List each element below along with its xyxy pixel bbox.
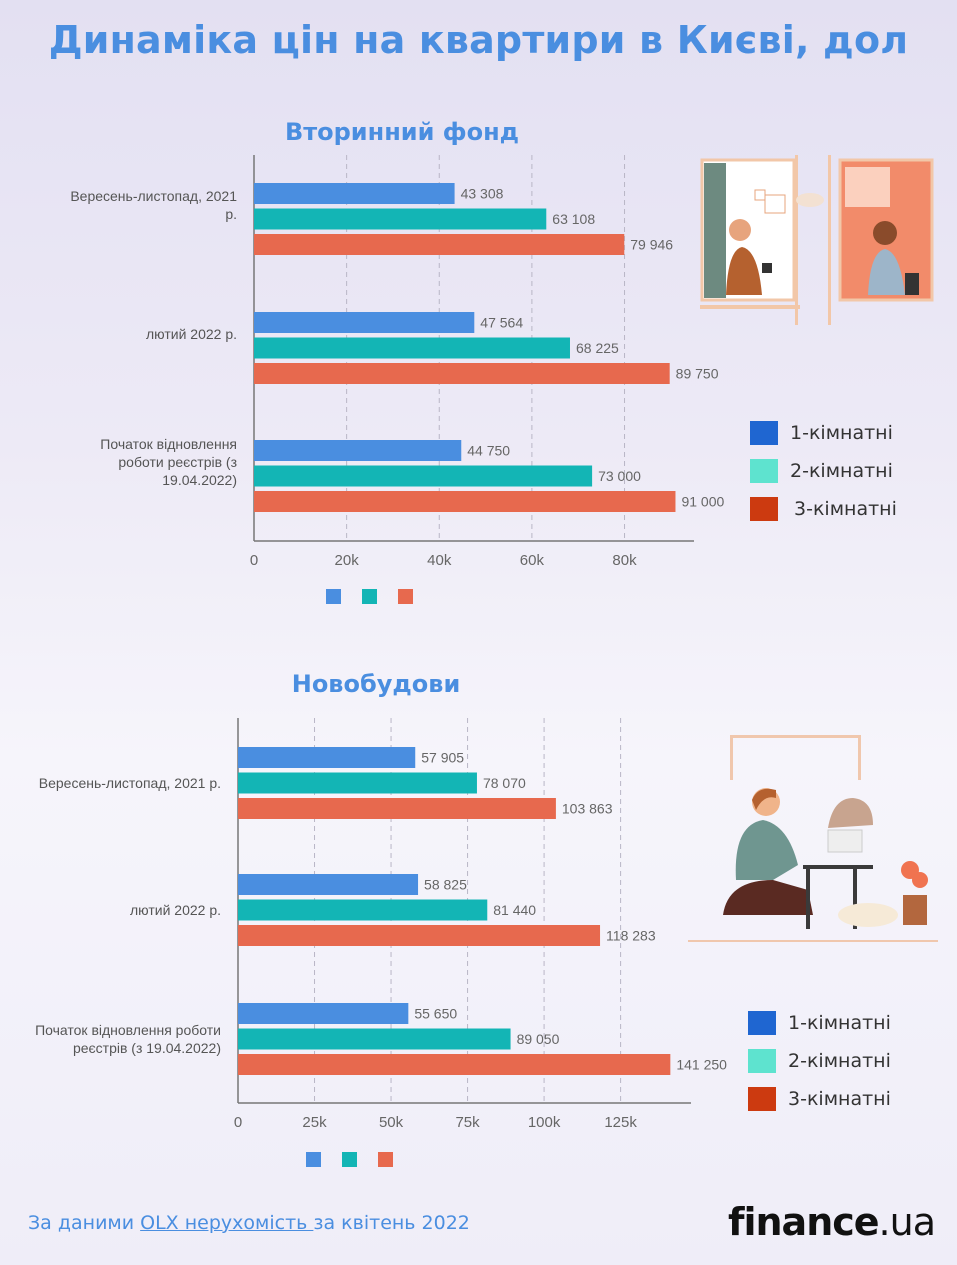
bar (254, 183, 455, 204)
source-suffix: за квітень 2022 (313, 1212, 470, 1234)
value-label: 141 250 (676, 1057, 727, 1073)
category-label: Вересень-листопад, 2021 (70, 188, 237, 204)
value-label: 73 000 (598, 468, 641, 484)
value-label: 78 070 (483, 775, 526, 791)
value-label: 91 000 (681, 494, 724, 510)
category-label: лютий 2022 р. (130, 902, 221, 918)
value-label: 43 308 (461, 186, 504, 202)
bar (254, 337, 570, 359)
mini-legend-swatch (362, 589, 377, 604)
category-label: реєстрів (з 19.04.2022) (73, 1040, 221, 1056)
legend-item-two-room: 2-кімнатні (750, 452, 897, 490)
value-label: 118 283 (606, 928, 656, 944)
x-tick-label: 0 (234, 1114, 242, 1131)
category-label: Початок відновлення роботи (35, 1022, 221, 1038)
x-tick-label: 50k (379, 1114, 404, 1131)
value-label: 44 750 (467, 443, 510, 459)
source-link[interactable]: OLX нерухомість (140, 1212, 314, 1234)
legend-item-two-room: 2-кімнатні (748, 1042, 891, 1080)
x-tick-label: 60k (520, 552, 545, 569)
source-prefix: За даними (28, 1212, 141, 1234)
brand-logo[interactable]: finance.ua (727, 1200, 936, 1244)
bar (254, 440, 462, 461)
bar (254, 465, 593, 487)
source-note: За даними OLX нерухомість за квітень 202… (28, 1212, 470, 1234)
legend-item-three-room: 3-кімнатні (748, 1080, 891, 1118)
bar (254, 234, 625, 255)
x-tick-label: 25k (302, 1114, 327, 1131)
legend-swatch-three-room (750, 497, 778, 521)
value-label: 47 564 (480, 315, 523, 331)
woman-desk-cat-illustration (688, 735, 938, 942)
legend-label: 1-кімнатні (788, 1012, 891, 1034)
x-tick-label: 125k (604, 1114, 637, 1131)
x-tick-label: 0 (250, 552, 258, 569)
value-label: 55 650 (414, 1006, 457, 1022)
chart-secondary-housing: Вторинний фонд 0 20k 40k 60k 80k 43 308 63 108 7… (70, 118, 725, 604)
page-title: Динаміка цін на квартири в Києві, дол (48, 18, 909, 62)
category-label: роботи реєстрів (з (118, 454, 237, 470)
value-label: 89 750 (676, 366, 719, 382)
legend-item-three-room: 3-кімнатні (750, 490, 897, 528)
legend-secondary: 1-кімнатні 2-кімнатні 3-кімнатні (750, 414, 897, 528)
chart-title: Вторинний фонд (285, 118, 519, 146)
bar (254, 491, 676, 512)
category-label: р. (225, 206, 237, 222)
legend-swatch-three-room (748, 1087, 776, 1111)
mini-legend-swatch (378, 1152, 393, 1167)
mini-legend-swatch (398, 589, 413, 604)
legend-label: 2-кімнатні (788, 1050, 891, 1072)
brand-suffix: .ua (878, 1200, 936, 1244)
mini-legend-swatch (326, 589, 341, 604)
bar (238, 798, 556, 819)
legend-label: 3-кімнатні (794, 498, 897, 520)
category-label: Вересень-листопад, 2021 р. (39, 775, 221, 791)
x-tick-label: 80k (612, 552, 637, 569)
legend-swatch-one-room (748, 1011, 776, 1035)
legend-label: 1-кімнатні (790, 422, 893, 444)
x-tick-label: 20k (335, 552, 360, 569)
mini-legend-swatch (342, 1152, 357, 1167)
legend-item-one-room: 1-кімнатні (750, 414, 897, 452)
x-tick-label: 75k (455, 1114, 480, 1131)
bar (254, 363, 670, 384)
chart-new-buildings: Новобудови 0 25k 50k 75k 100k 125k 57 905 78 070… (35, 670, 727, 1167)
value-label: 58 825 (424, 877, 467, 893)
bar (238, 874, 419, 895)
bar (254, 312, 475, 333)
value-label: 81 440 (493, 902, 536, 918)
bar (238, 747, 416, 768)
legend-new-buildings: 1-кімнатні 2-кімнатні 3-кімнатні (748, 1004, 891, 1118)
legend-swatch-two-room (750, 459, 778, 483)
bar (238, 1054, 671, 1075)
value-label: 89 050 (517, 1031, 560, 1047)
mini-legend-swatch (306, 1152, 321, 1167)
legend-swatch-two-room (748, 1049, 776, 1073)
bar (238, 899, 488, 921)
legend-label: 2-кімнатні (790, 460, 893, 482)
bar (238, 1028, 511, 1050)
value-label: 63 108 (552, 211, 595, 227)
x-tick-label: 100k (528, 1114, 561, 1131)
bar (238, 925, 601, 946)
value-label: 103 863 (562, 801, 613, 817)
bar (254, 208, 547, 230)
value-label: 57 905 (421, 750, 464, 766)
legend-label: 3-кімнатні (788, 1088, 891, 1110)
x-tick-label: 40k (427, 552, 452, 569)
windows-people-illustration (700, 155, 934, 325)
legend-swatch-one-room (750, 421, 778, 445)
legend-item-one-room: 1-кімнатні (748, 1004, 891, 1042)
bar (238, 772, 477, 794)
chart-title: Новобудови (292, 670, 461, 698)
category-label: лютий 2022 р. (146, 326, 237, 342)
category-label: Початок відновлення (100, 436, 237, 452)
bar (238, 1003, 409, 1024)
category-label: 19.04.2022) (162, 472, 237, 488)
value-label: 79 946 (630, 237, 673, 253)
brand-main: finance (727, 1200, 880, 1244)
value-label: 68 225 (576, 340, 619, 356)
